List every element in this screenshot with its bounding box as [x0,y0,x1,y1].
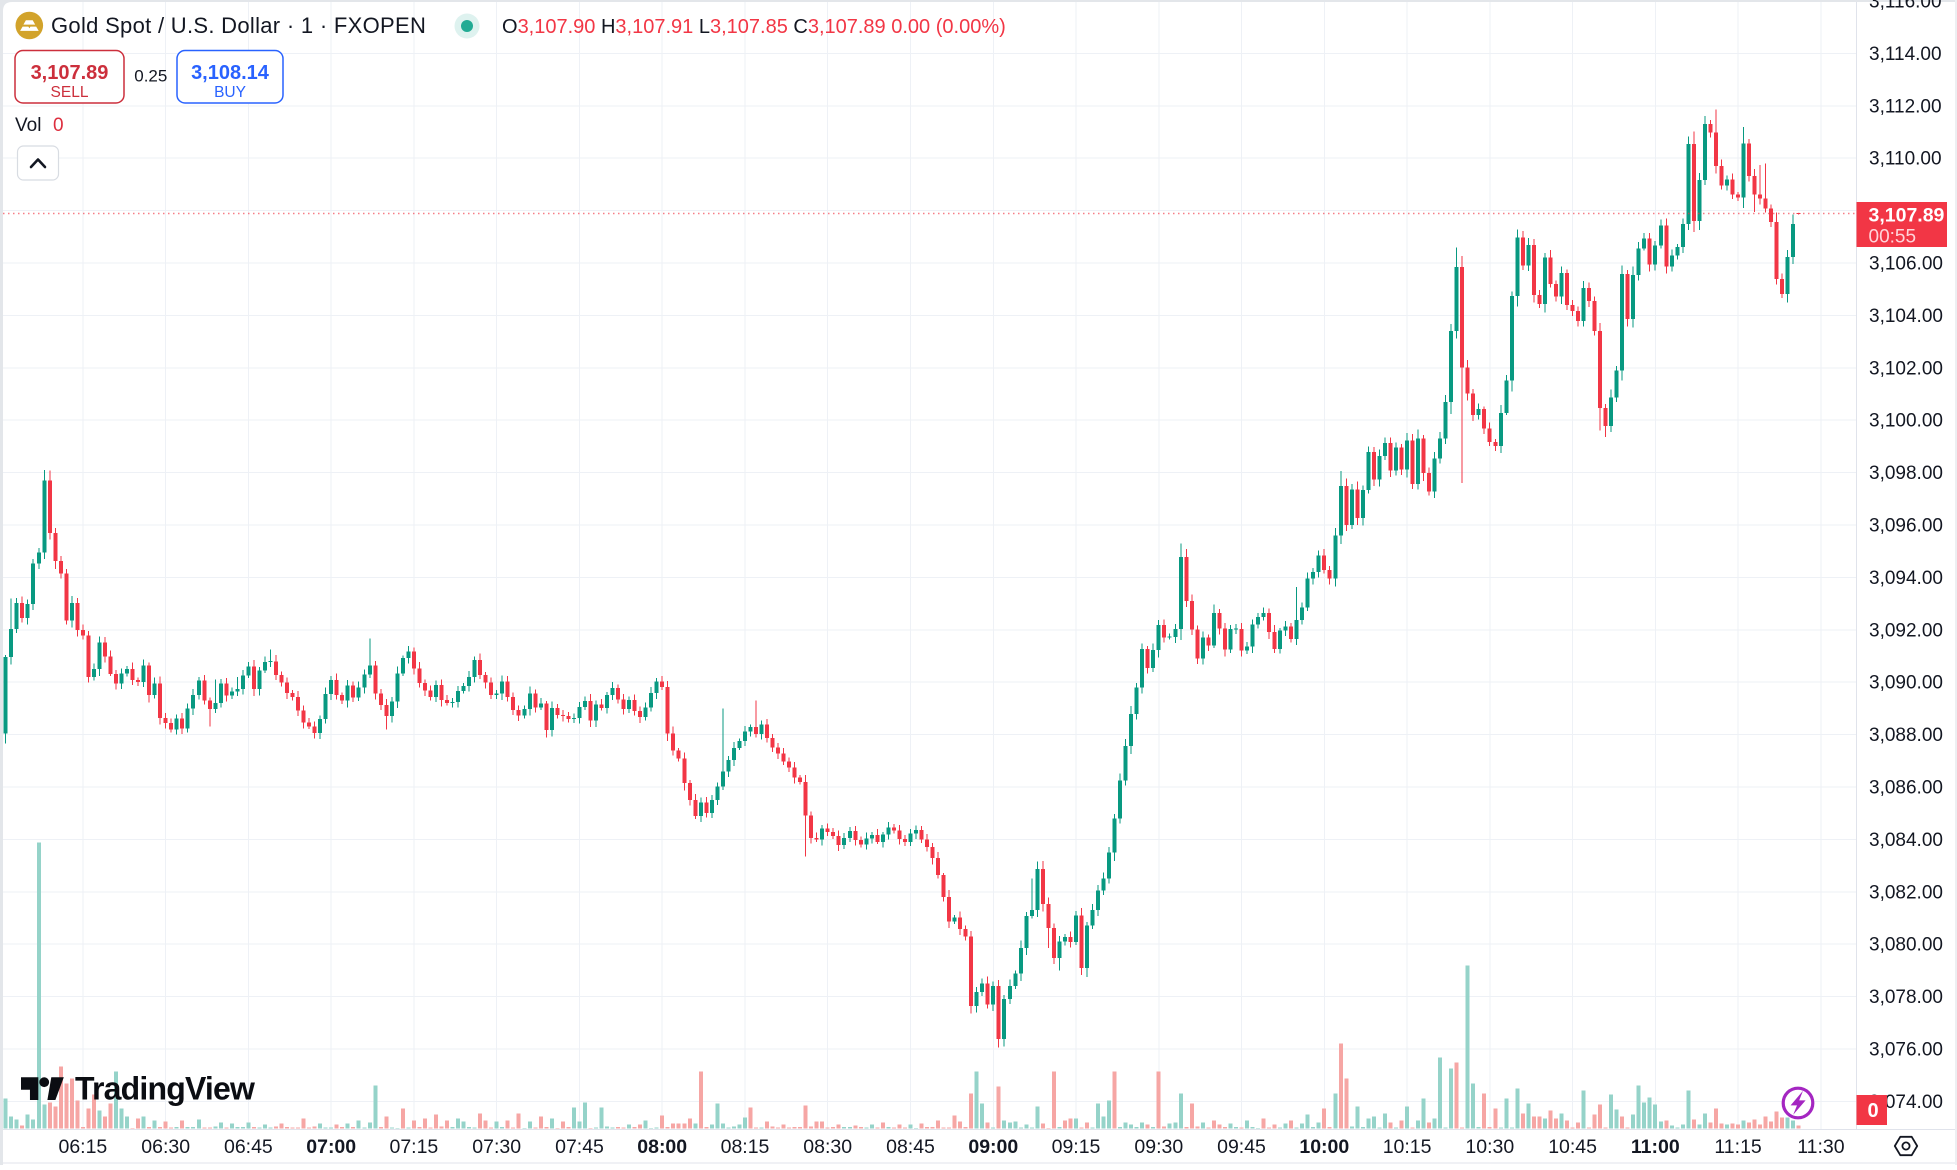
svg-text:Gold Spot / U.S. Dollar · 1 ·: Gold Spot / U.S. Dollar · 1 · FXOPEN [51,13,426,38]
svg-text:3,116.00: 3,116.00 [1869,0,1942,13]
svg-text:08:00: 08:00 [637,1136,687,1158]
svg-text:06:45: 06:45 [224,1136,273,1158]
svg-text:07:15: 07:15 [389,1136,438,1158]
svg-text:0.25: 0.25 [134,67,167,86]
svg-text:3,100.00: 3,100.00 [1869,411,1943,432]
svg-text:3,078.00: 3,078.00 [1869,987,1943,1008]
svg-text:07:00: 07:00 [306,1136,356,1158]
svg-text:Vol: Vol [15,115,41,136]
svg-text:3,098.00: 3,098.00 [1869,463,1943,484]
svg-text:3,112.00: 3,112.00 [1869,96,1942,117]
svg-text:06:15: 06:15 [58,1136,107,1158]
svg-text:SELL: SELL [51,84,89,101]
svg-text:3,107.89: 3,107.89 [31,62,109,84]
svg-text:11:15: 11:15 [1714,1136,1762,1158]
svg-text:3,076.00: 3,076.00 [1869,1040,1943,1061]
svg-text:3,110.00: 3,110.00 [1869,149,1942,170]
svg-text:BUY: BUY [214,84,246,101]
svg-text:06:30: 06:30 [141,1136,190,1158]
svg-text:09:00: 09:00 [968,1136,1018,1158]
svg-text:09:15: 09:15 [1052,1136,1101,1158]
svg-text:11:30: 11:30 [1797,1136,1845,1158]
svg-text:07:30: 07:30 [472,1136,521,1158]
svg-text:09:45: 09:45 [1217,1136,1266,1158]
svg-text:3,107.89: 3,107.89 [1869,205,1945,227]
svg-text:08:30: 08:30 [803,1136,852,1158]
svg-text:3,082.00: 3,082.00 [1869,882,1943,903]
svg-text:3,094.00: 3,094.00 [1869,568,1943,589]
svg-text:3,092.00: 3,092.00 [1869,620,1943,641]
svg-text:3,088.00: 3,088.00 [1869,725,1943,746]
svg-text:3,102.00: 3,102.00 [1869,358,1943,379]
svg-text:10:45: 10:45 [1548,1136,1597,1158]
svg-text:3,074.00: 3,074.00 [1869,1092,1943,1113]
svg-text:3,096.00: 3,096.00 [1869,516,1943,537]
svg-text:TradingView: TradingView [75,1071,255,1107]
svg-text:3,080.00: 3,080.00 [1869,935,1943,956]
svg-text:07:45: 07:45 [555,1136,604,1158]
svg-text:08:15: 08:15 [721,1136,770,1158]
svg-text:3,106.00: 3,106.00 [1869,254,1943,275]
svg-text:0: 0 [1867,1100,1878,1122]
svg-text:3,114.00: 3,114.00 [1869,44,1942,65]
svg-text:10:30: 10:30 [1465,1136,1514,1158]
svg-text:3,108.14: 3,108.14 [191,62,270,84]
svg-text:00:55: 00:55 [1869,227,1917,248]
svg-text:3,086.00: 3,086.00 [1869,778,1943,799]
svg-text:3,084.00: 3,084.00 [1869,830,1943,851]
svg-text:11:00: 11:00 [1631,1136,1680,1158]
svg-text:0: 0 [53,115,64,136]
svg-text:10:00: 10:00 [1299,1136,1349,1158]
svg-text:3,104.00: 3,104.00 [1869,306,1943,327]
svg-text:10:15: 10:15 [1383,1136,1432,1158]
svg-text:09:30: 09:30 [1134,1136,1183,1158]
svg-text:O3,107.90 H3,107.91 L3,107.85: O3,107.90 H3,107.91 L3,107.85 C3,107.89 … [502,16,1006,38]
svg-text:08:45: 08:45 [886,1136,935,1158]
svg-text:3,090.00: 3,090.00 [1869,673,1943,694]
